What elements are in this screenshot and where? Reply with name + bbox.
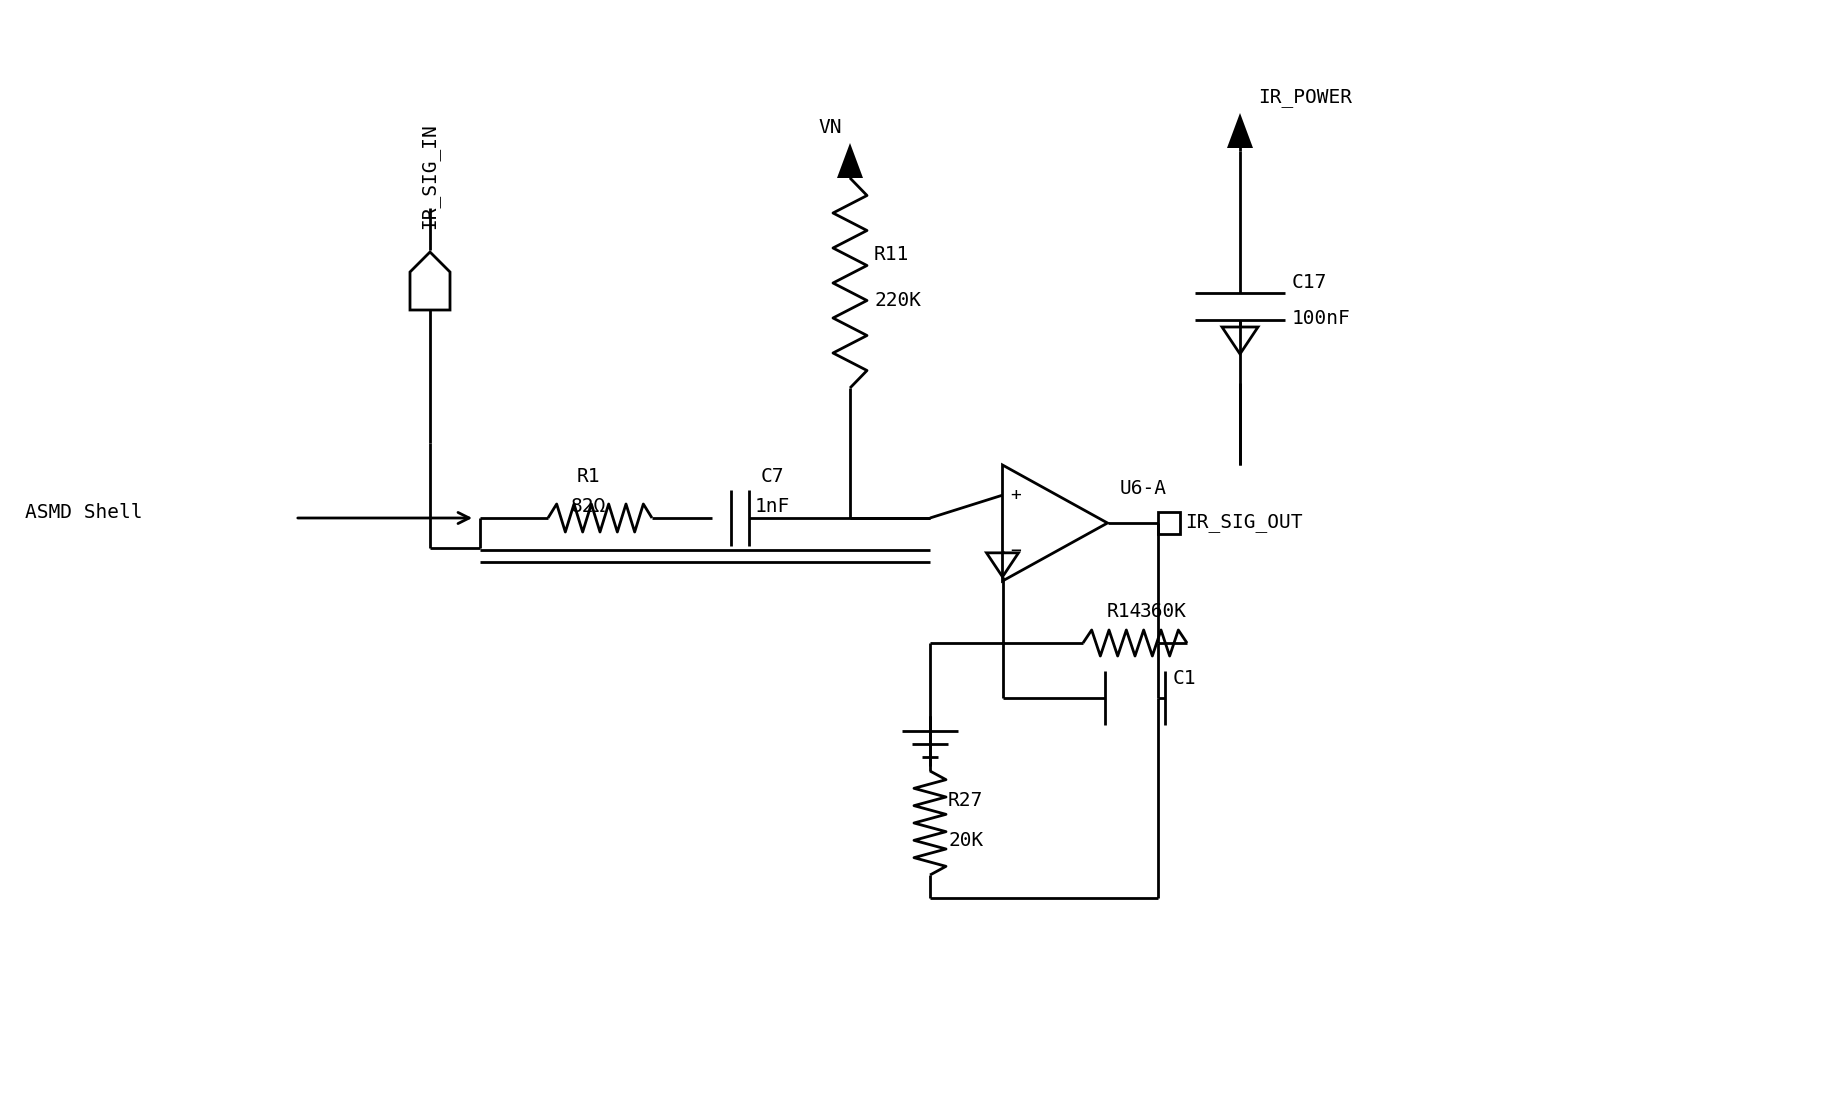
Text: IR_POWER: IR_POWER [1258,88,1353,107]
Text: IR_SIG_OUT: IR_SIG_OUT [1186,514,1303,533]
Text: R1: R1 [577,467,601,486]
Text: ASMD Shell: ASMD Shell [26,504,142,523]
Bar [1157,512,1179,534]
Polygon shape [1227,113,1253,148]
Text: IR_SIG_IN: IR_SIG_IN [421,123,440,228]
Text: 360K: 360K [1140,602,1186,621]
Text: +: + [1011,486,1020,504]
Text: C7: C7 [760,467,784,486]
Text: 1nF: 1nF [754,497,789,516]
Text: R11: R11 [874,246,909,265]
Text: VN: VN [819,117,841,137]
Text: C1: C1 [1173,669,1196,688]
Text: 220K: 220K [874,291,920,311]
Text: 100nF: 100nF [1292,309,1351,327]
Text: 82Ω: 82Ω [571,497,606,516]
Text: −: − [1011,541,1020,560]
Polygon shape [837,143,863,178]
Text: C17: C17 [1292,273,1327,292]
Text: 20K: 20K [948,831,983,851]
Text: R14: R14 [1107,602,1142,621]
Text: U6-A: U6-A [1120,479,1166,497]
Text: R27: R27 [948,792,983,810]
